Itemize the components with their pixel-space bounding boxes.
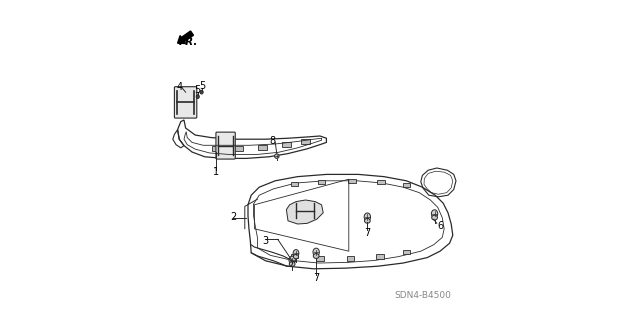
Ellipse shape <box>431 210 438 218</box>
Bar <box>291 182 298 186</box>
Ellipse shape <box>293 250 299 257</box>
Ellipse shape <box>293 254 299 259</box>
Text: 1: 1 <box>213 167 219 177</box>
Ellipse shape <box>313 248 319 256</box>
Text: 5: 5 <box>199 81 205 91</box>
Bar <box>376 254 384 259</box>
Ellipse shape <box>364 213 371 221</box>
Text: SDN4-B4500: SDN4-B4500 <box>394 291 451 300</box>
FancyBboxPatch shape <box>174 87 197 118</box>
Ellipse shape <box>200 90 204 94</box>
Bar <box>258 145 267 150</box>
Bar <box>211 146 220 151</box>
Text: 8: 8 <box>269 136 276 147</box>
Ellipse shape <box>275 154 279 158</box>
Bar <box>234 146 243 151</box>
Ellipse shape <box>289 256 295 264</box>
Bar <box>282 142 291 147</box>
Bar <box>403 183 410 187</box>
Text: 3: 3 <box>262 236 269 246</box>
Bar <box>291 254 298 258</box>
Bar <box>403 250 410 254</box>
Ellipse shape <box>314 253 319 259</box>
Text: 6: 6 <box>437 220 443 231</box>
Ellipse shape <box>289 262 295 266</box>
Polygon shape <box>287 200 323 224</box>
Bar <box>377 180 385 184</box>
Text: 2: 2 <box>230 212 236 222</box>
Text: 7: 7 <box>313 273 319 283</box>
Ellipse shape <box>432 215 438 220</box>
Text: 7: 7 <box>364 228 371 238</box>
Bar <box>317 180 326 184</box>
Ellipse shape <box>196 95 200 99</box>
Text: 4: 4 <box>177 82 183 92</box>
Ellipse shape <box>365 218 370 223</box>
Text: FR.: FR. <box>179 36 198 47</box>
FancyArrow shape <box>178 31 193 44</box>
FancyBboxPatch shape <box>216 132 236 159</box>
Bar <box>348 179 356 183</box>
Text: 5: 5 <box>195 85 201 95</box>
Bar <box>347 256 355 261</box>
Bar <box>316 256 324 261</box>
Bar <box>301 139 310 144</box>
